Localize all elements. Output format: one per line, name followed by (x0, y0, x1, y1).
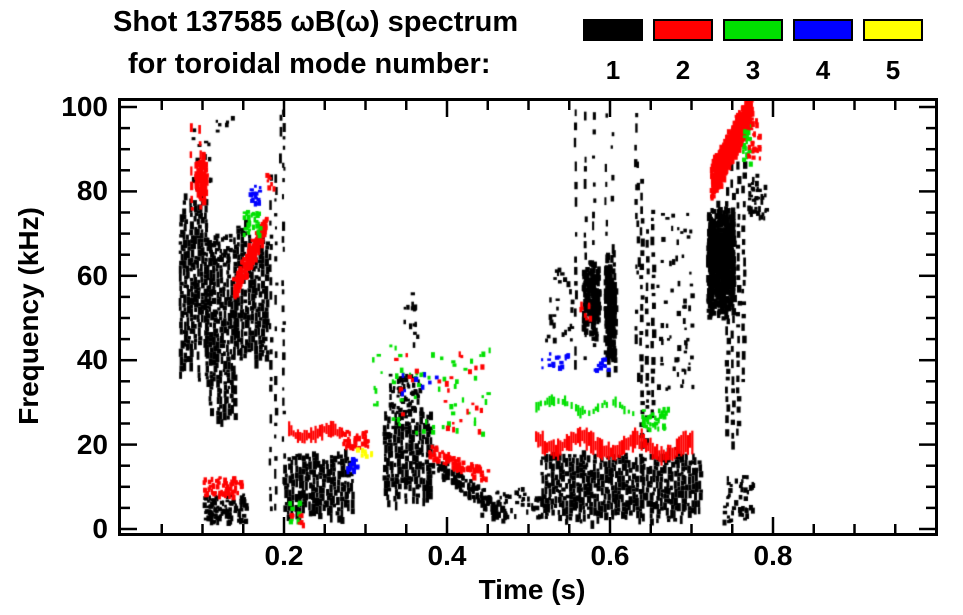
spectrogram-canvas (121, 101, 935, 533)
y-tick-label-20: 20 (76, 428, 108, 460)
legend-item-mode-5: 5 (863, 19, 923, 83)
y-tick-label-40: 40 (76, 344, 108, 376)
x-tick-label-0.4: 0.4 (427, 540, 467, 571)
legend-label-1: 1 (605, 55, 621, 85)
legend-swatch-1 (583, 19, 643, 41)
mode-legend: 1 2 3 4 5 (583, 19, 923, 83)
legend-label-5: 5 (885, 55, 901, 85)
legend-label-2: 2 (675, 55, 691, 85)
chart-title-line2: for toroidal mode number: (128, 48, 491, 80)
x-tick-label-0.8: 0.8 (753, 540, 793, 571)
y-tick-label-100: 100 (61, 91, 108, 122)
legend-swatch-5 (863, 19, 923, 41)
legend-item-mode-2: 2 (653, 19, 713, 83)
legend-item-mode-1: 1 (583, 19, 643, 83)
legend-item-mode-3: 3 (723, 19, 783, 83)
chart-title-line1: Shot 137585 ωB(ω) spectrum (113, 6, 519, 38)
legend-swatch-4 (793, 19, 853, 41)
plot-area (118, 98, 938, 536)
y-tick-label-0: 0 (92, 513, 108, 544)
legend-item-mode-4: 4 (793, 19, 853, 83)
legend-label-3: 3 (745, 55, 761, 85)
y-axis-title-text: Frequency (kHz) (13, 207, 44, 425)
x-tick-label-0.6: 0.6 (590, 540, 630, 571)
y-tick-label-60: 60 (76, 259, 108, 291)
legend-swatch-2 (653, 19, 713, 41)
x-axis-title: Time (s) (478, 574, 586, 605)
legend-swatch-3 (723, 19, 783, 41)
y-tick-label-80: 80 (76, 175, 108, 207)
legend-label-4: 4 (815, 55, 831, 85)
x-tick-label-0.2: 0.2 (264, 540, 304, 571)
